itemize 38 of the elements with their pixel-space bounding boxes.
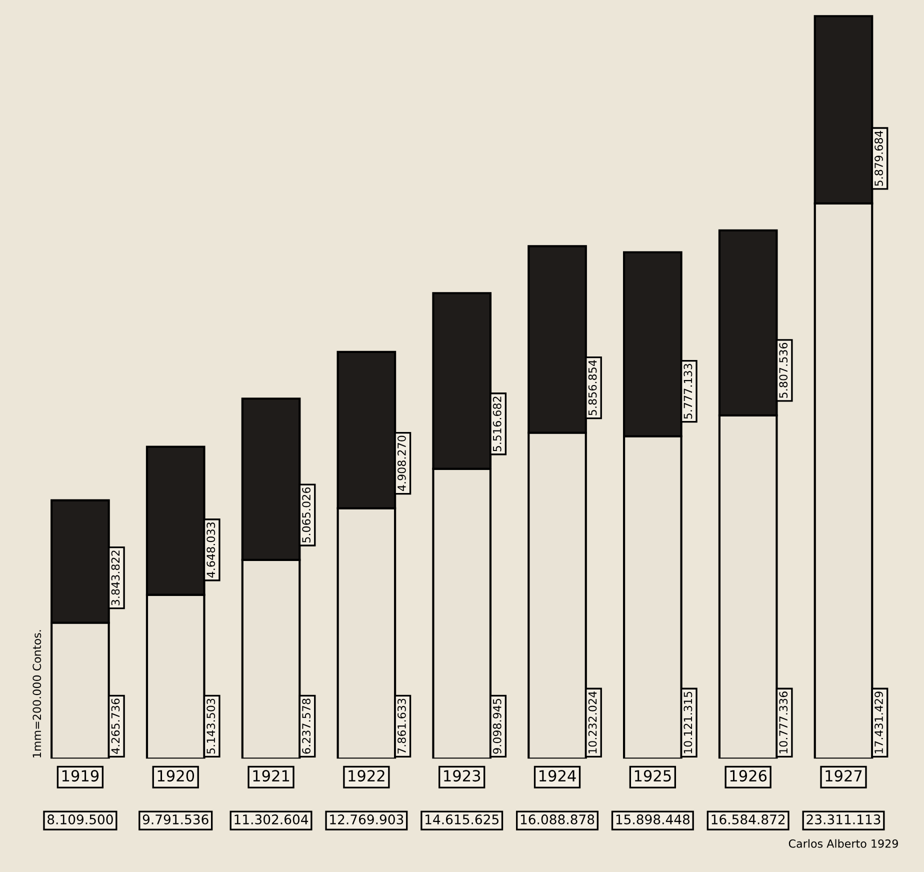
text: 23.311.113	[806, 814, 880, 824]
data-label: 5.777.133	[684, 364, 692, 419]
data-label: 4.265.736	[111, 698, 120, 754]
data-label: 5.807.536	[779, 342, 788, 398]
text: 12.769.903	[330, 814, 404, 824]
text: 14.615.625	[426, 814, 498, 824]
x-tick-label: 1921	[253, 770, 290, 782]
data-label: 6.237.578	[302, 698, 311, 754]
x-tick-label: 1919	[62, 770, 99, 782]
x-tick-label: 1922	[348, 770, 384, 782]
text: 15.898.448	[616, 814, 690, 824]
data-label: 5.143.503	[206, 698, 216, 754]
x-tick-label: 1924	[540, 770, 576, 782]
data-label: 4.648.033	[206, 522, 216, 578]
text: 11.302.604	[234, 814, 308, 824]
data-label: 3.843.822	[111, 550, 120, 606]
data-label: 9.098.945	[492, 698, 502, 754]
data-label: 10.121.315	[684, 692, 692, 754]
x-tick-label: 1923	[444, 770, 480, 782]
text: 9.791.536	[142, 814, 208, 824]
data-label: 5.065.026	[302, 487, 311, 542]
text: 16.088.878	[520, 814, 594, 824]
data-label: 5.856.854	[588, 360, 597, 416]
x-tick-label: 1926	[730, 770, 767, 782]
data-label: 5.879.684	[874, 130, 883, 186]
annotation: 1mm=200.000 Contos.	[32, 630, 42, 758]
data-label: 17.431.429	[874, 692, 883, 754]
text: 8.109.500	[48, 814, 113, 824]
data-label: 7.861.633	[398, 698, 406, 754]
text: Carlos Alberto 1929	[788, 839, 898, 848]
text: 16.584.872	[712, 814, 785, 824]
x-tick-label: 1920	[158, 770, 194, 782]
data-label: 10.232.024	[588, 691, 597, 754]
x-tick-label: 1925	[634, 770, 671, 782]
x-tick-label: 1927	[826, 770, 862, 782]
data-label: 4.908.270	[398, 436, 406, 492]
data-label: 5.516.682	[492, 396, 502, 452]
data-label: 10.777.336	[779, 692, 788, 754]
